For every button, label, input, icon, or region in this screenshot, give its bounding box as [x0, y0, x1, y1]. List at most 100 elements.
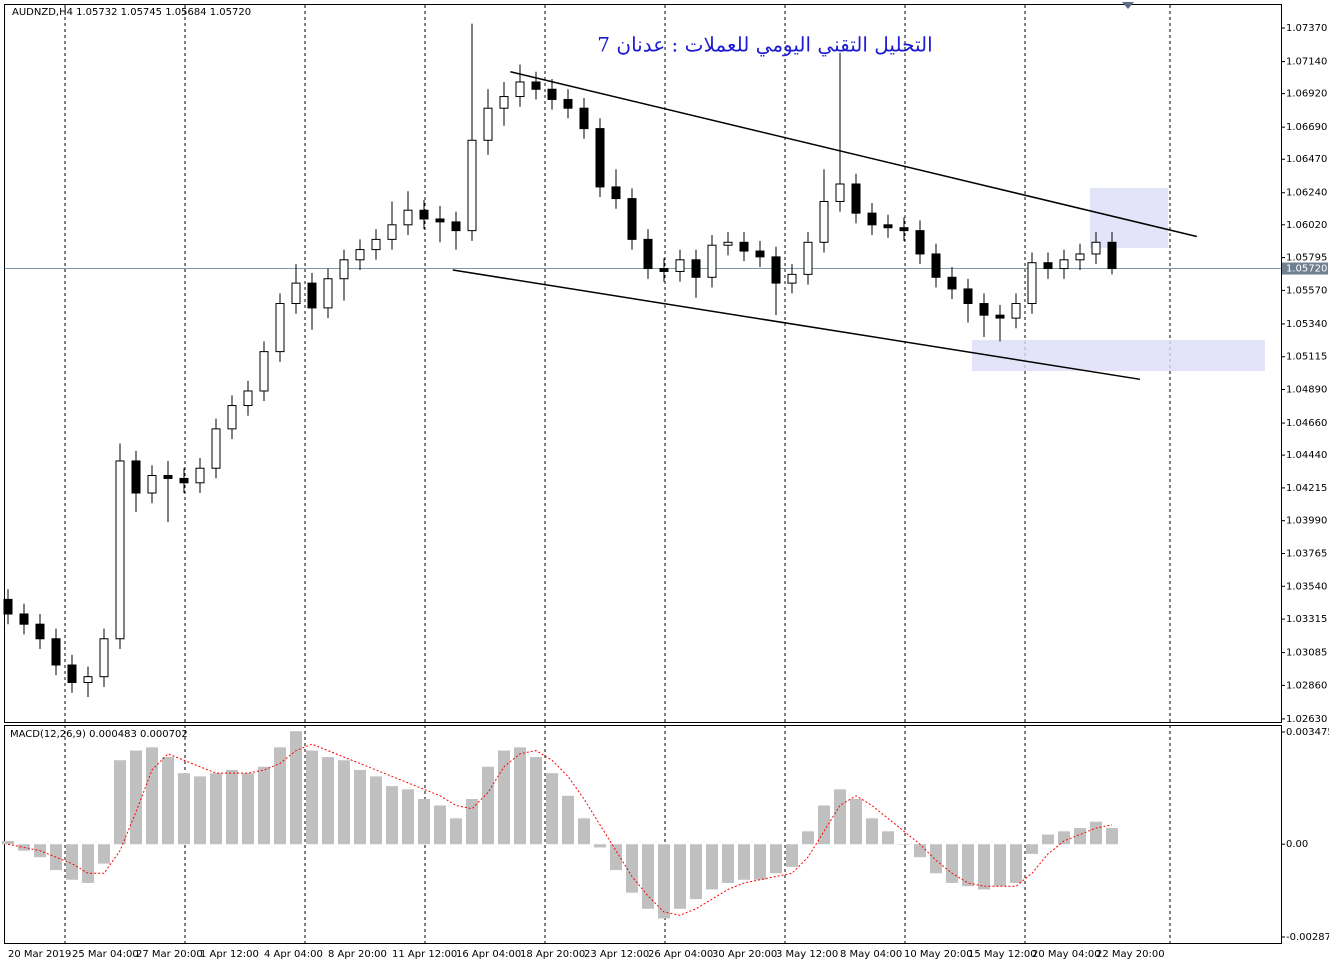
macd-bar — [978, 844, 990, 890]
candle-body — [179, 477, 189, 484]
macd-bar — [226, 769, 238, 845]
macd-bar — [930, 844, 942, 874]
candle-body — [35, 623, 45, 640]
y-tick-label: 1.06920 — [1286, 89, 1327, 100]
candle-body — [67, 664, 77, 683]
candle-body — [755, 250, 765, 258]
macd-bar — [1010, 844, 1022, 883]
y-tick-label: 1.05115 — [1286, 352, 1327, 363]
candle-body — [531, 81, 541, 90]
macd-bar — [946, 844, 958, 883]
macd-bar — [1074, 828, 1086, 845]
candle-body — [819, 200, 829, 243]
macd-bar — [1090, 821, 1102, 845]
x-tick-label: 3 May 12:00 — [776, 949, 838, 960]
macd-bar — [1106, 828, 1118, 845]
macd-bar — [66, 844, 78, 880]
candle-body — [131, 460, 141, 494]
macd-bar — [210, 773, 222, 845]
macd-layer: 0.003475 0.00 -0.002873 — [2, 727, 1329, 943]
scroll-marker — [1122, 2, 1134, 9]
macd-bar — [338, 760, 350, 845]
x-tick-label: 16 Apr 04:00 — [456, 949, 521, 960]
x-tick-label: 18 Apr 20:00 — [520, 949, 585, 960]
macd-bar — [530, 757, 542, 845]
macd-bar — [258, 766, 270, 845]
candle-body — [723, 241, 733, 246]
x-tick-label: 22 May 20:00 — [1096, 949, 1165, 960]
macd-bar — [130, 750, 142, 845]
candle-body — [499, 96, 509, 109]
macd-bar — [898, 844, 910, 845]
candle-body — [323, 278, 333, 309]
candle-body — [419, 209, 429, 220]
macd-bar — [850, 799, 862, 845]
candle-body — [195, 467, 205, 484]
trendline — [452, 269, 1141, 381]
zone — [972, 340, 1265, 371]
macd-bar — [450, 818, 462, 845]
separators — [64, 5, 1171, 943]
y-tick-label: 1.04890 — [1286, 385, 1327, 396]
macd-bar — [1026, 844, 1038, 854]
macd-bar — [738, 844, 750, 880]
macd-bar — [98, 844, 110, 864]
candle-body — [163, 475, 173, 479]
candle-body — [243, 390, 253, 407]
macd-bar — [498, 750, 510, 845]
candle-body — [1043, 262, 1053, 270]
candle-body — [1091, 241, 1101, 255]
y-tick-label: 1.06690 — [1286, 122, 1327, 133]
x-tick-label: 15 May 12:00 — [968, 949, 1037, 960]
macd-pane — [4, 725, 1282, 944]
macd-bar — [306, 750, 318, 845]
y-tick-label: 1.05340 — [1286, 319, 1327, 330]
macd-bar — [514, 747, 526, 845]
candle-body — [579, 107, 589, 130]
y-tick-label: 1.03990 — [1286, 516, 1327, 527]
candle-body — [771, 256, 781, 284]
macd-bar — [370, 776, 382, 845]
macd-bar — [386, 786, 398, 845]
macd-bar — [626, 844, 638, 893]
macd-bar — [1042, 834, 1054, 845]
candle-body — [483, 107, 493, 141]
y-tick-label: 1.05570 — [1286, 285, 1327, 296]
macd-bar — [482, 766, 494, 845]
signal-line — [7, 743, 1113, 916]
candle-body — [1027, 262, 1037, 305]
macd-bar — [290, 731, 302, 845]
candle-body — [227, 405, 237, 430]
macd-bar — [610, 844, 622, 871]
candle-body — [403, 209, 413, 226]
candle-body — [867, 212, 877, 226]
macd-bar — [882, 831, 894, 845]
macd-bar — [594, 844, 606, 848]
candle-body — [787, 273, 797, 284]
macd-bar — [194, 776, 206, 845]
y-tick-label: 1.07140 — [1286, 57, 1327, 68]
macd-bar — [994, 844, 1006, 887]
x-tick-label: 20 May 04:00 — [1032, 949, 1101, 960]
candle-body — [611, 186, 621, 200]
candle-body — [899, 227, 909, 232]
bid-label: 1.05720 — [1286, 264, 1327, 275]
candle-body — [995, 314, 1005, 319]
macd-bar — [722, 844, 734, 883]
x-tick-label: 11 Apr 12:00 — [392, 949, 457, 960]
candle-body — [259, 351, 269, 392]
macd-bar — [834, 789, 846, 845]
candle-body — [211, 428, 221, 469]
candle-body — [1011, 303, 1021, 319]
x-tick-label: 30 Apr 20:00 — [712, 949, 777, 960]
candle-body — [19, 613, 29, 625]
y-tick-label: 0.003475 — [1286, 727, 1329, 738]
candle-body — [515, 81, 525, 98]
trendline — [510, 71, 1197, 238]
macd-bar — [402, 789, 414, 845]
candle-body — [1059, 259, 1069, 270]
candle-body — [467, 139, 477, 232]
candle-body — [291, 282, 301, 305]
candle-body — [451, 221, 461, 232]
macd-bar — [754, 844, 766, 880]
